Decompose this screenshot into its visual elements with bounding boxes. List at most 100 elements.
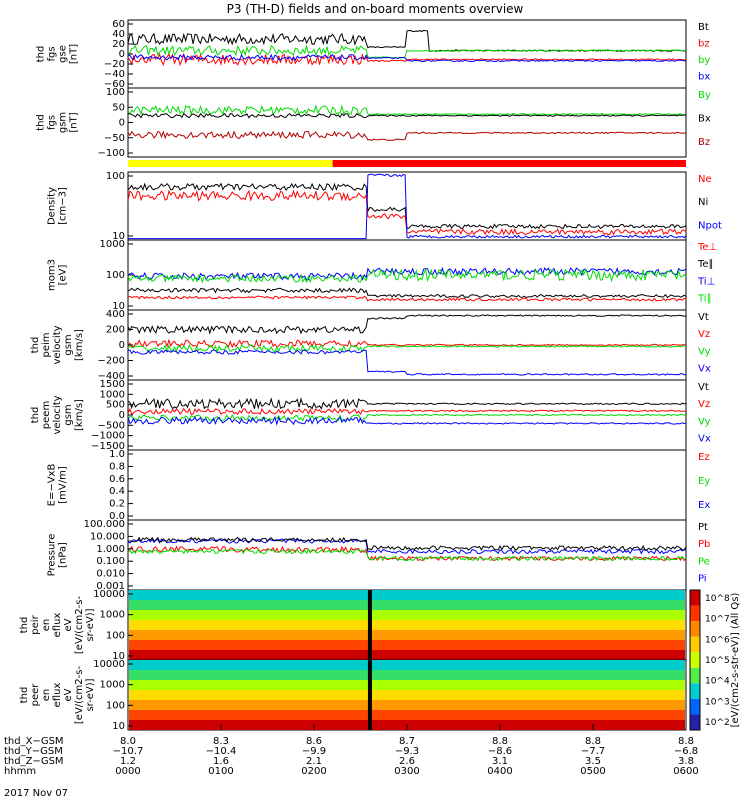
- colorbar-step: [690, 683, 700, 699]
- ylabel-line: Density: [47, 187, 58, 225]
- colorbar-frame: [689, 589, 701, 731]
- ytick-label: 10: [112, 301, 125, 312]
- series-temp-2: [127, 287, 687, 299]
- xaxis-value: −7.7: [581, 746, 605, 757]
- xaxis-value: 8.0: [120, 736, 136, 747]
- ytick-label: −1000: [91, 431, 125, 442]
- legend-by: by: [698, 55, 710, 66]
- spectrogram-band: [129, 700, 685, 710]
- spectrogram-band: [129, 600, 685, 610]
- xaxis-value: 3.5: [585, 756, 601, 767]
- legend-Te∥: Te∥: [697, 259, 714, 270]
- ytick-label: 20: [112, 39, 125, 50]
- ytick-label: 1000: [100, 610, 125, 621]
- legend-Pt: Pt: [698, 522, 708, 533]
- ytick-label: 0: [119, 340, 125, 351]
- ytick-label: −50: [104, 133, 125, 144]
- legend-Bz: Bz: [698, 137, 710, 148]
- colorbar-step: [690, 621, 700, 637]
- spectrogram-band: [129, 670, 685, 680]
- xaxis-value: 8.8: [678, 736, 694, 747]
- colorbar: 10^8 10^7 10^6 10^5 10^4 10^3 10^2 [eV/(cm2-s-s…: [689, 589, 741, 731]
- series-peim-1: [127, 338, 687, 349]
- ylabel-line: [km/s]: [74, 329, 85, 361]
- ylabel-line: mom3: [47, 259, 58, 291]
- legend-bz: bz: [698, 39, 710, 50]
- ytick-label: 1000: [100, 680, 125, 691]
- ylabel-line: peer: [30, 683, 41, 707]
- ylabel-line: gse: [58, 45, 69, 63]
- ytick-label: 1500: [100, 379, 125, 390]
- ytick-label: 100.000: [84, 519, 125, 530]
- legend-Vy: Vy: [698, 416, 711, 427]
- xaxis-value: 8.3: [213, 736, 229, 747]
- xaxis-value: 0400: [487, 766, 512, 777]
- ylabel-line: sr-eV)]: [85, 678, 96, 711]
- xaxis-value: −9.3: [395, 746, 419, 757]
- ylabel-line: [nT]: [69, 112, 80, 132]
- series-pressure-1: [127, 536, 687, 552]
- xaxis-value: 0000: [115, 766, 140, 777]
- xaxis-value: 8.8: [492, 736, 508, 747]
- chart-title: P3 (TH-D) fields and on-board moments ov…: [227, 2, 524, 16]
- ylabel-line: en: [41, 689, 52, 702]
- ytick-label: −20: [104, 59, 125, 70]
- ytick-label: −40: [104, 69, 125, 80]
- ytick-label: 10: [112, 231, 125, 242]
- legend-Vx: Vx: [698, 363, 711, 374]
- ylabel-line: [cm−3]: [58, 187, 69, 225]
- legend-Pe: Pe: [698, 556, 710, 567]
- xaxis-value: 1.6: [213, 756, 229, 767]
- colorbar-step: [690, 667, 700, 684]
- xaxis-value: 2.6: [399, 756, 415, 767]
- spectrogram-gap: [367, 660, 372, 730]
- ylabel-line: [eV]: [58, 265, 69, 286]
- legend-Vz: Vz: [698, 399, 710, 410]
- legend-Bx: Bx: [698, 114, 711, 125]
- legend-Vt: Vt: [698, 382, 709, 393]
- ylabel-line: thd: [19, 687, 30, 704]
- colorbar-step: [690, 714, 700, 730]
- xaxis-row-label: hhmm: [4, 766, 36, 777]
- ytick-label: 10000: [93, 659, 125, 670]
- ytick-label: 10: [112, 651, 125, 662]
- spectrogram-band: [129, 690, 685, 700]
- series-fgs_gsm-1: [128, 112, 686, 119]
- colorbar-step: [690, 636, 700, 653]
- ylabel-line: thd: [36, 114, 47, 131]
- ylabel-line: eV: [63, 688, 74, 701]
- spectrogram-band: [129, 660, 685, 670]
- ylabel-line: [mV/m]: [58, 466, 69, 504]
- spectrogram-band: [129, 610, 685, 620]
- legend-Ti⊥: Ti⊥: [697, 276, 715, 287]
- ylabel-line: gsm: [63, 334, 74, 355]
- ylabel-line: peem: [41, 401, 52, 429]
- legend-Bt: Bt: [698, 22, 709, 33]
- xaxis-value: −10.7: [113, 746, 144, 757]
- series-pressure-0: [127, 538, 687, 555]
- ytick-label: −1500: [91, 441, 125, 452]
- ylabel-line: eflux: [52, 683, 63, 708]
- xaxis-value: 3.8: [678, 756, 694, 767]
- ytick-label: −200: [98, 356, 125, 367]
- series-peim-3: [127, 349, 687, 376]
- ylabel-line: gsm: [63, 404, 74, 425]
- xaxis-value: 3.1: [492, 756, 508, 767]
- ylabel-line: gsm: [58, 112, 69, 133]
- ylabel-line: fgs: [47, 46, 58, 61]
- colorbar-step: [690, 698, 700, 715]
- series-peem-3: [127, 415, 687, 426]
- xaxis-row-label: thd_Z−GSM: [4, 756, 64, 767]
- xaxis-value: 0200: [301, 766, 326, 777]
- legend-Ne: Ne: [698, 174, 712, 185]
- xaxis-value: −6.8: [674, 746, 698, 757]
- xaxis-value: 8.6: [306, 736, 322, 747]
- ytick-label: 0.100: [96, 556, 125, 567]
- ytick-label: 0: [119, 410, 125, 421]
- xaxis-value: 8.8: [585, 736, 601, 747]
- ylabel-line: Pressure: [47, 534, 58, 577]
- series-temp-0: [127, 266, 687, 281]
- colorbar-tick: 10^2: [705, 718, 730, 728]
- xaxis-value: −8.6: [488, 746, 512, 757]
- ylabel-line: thd: [19, 617, 30, 634]
